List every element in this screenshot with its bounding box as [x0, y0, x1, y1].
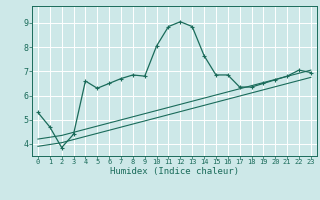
- X-axis label: Humidex (Indice chaleur): Humidex (Indice chaleur): [110, 167, 239, 176]
